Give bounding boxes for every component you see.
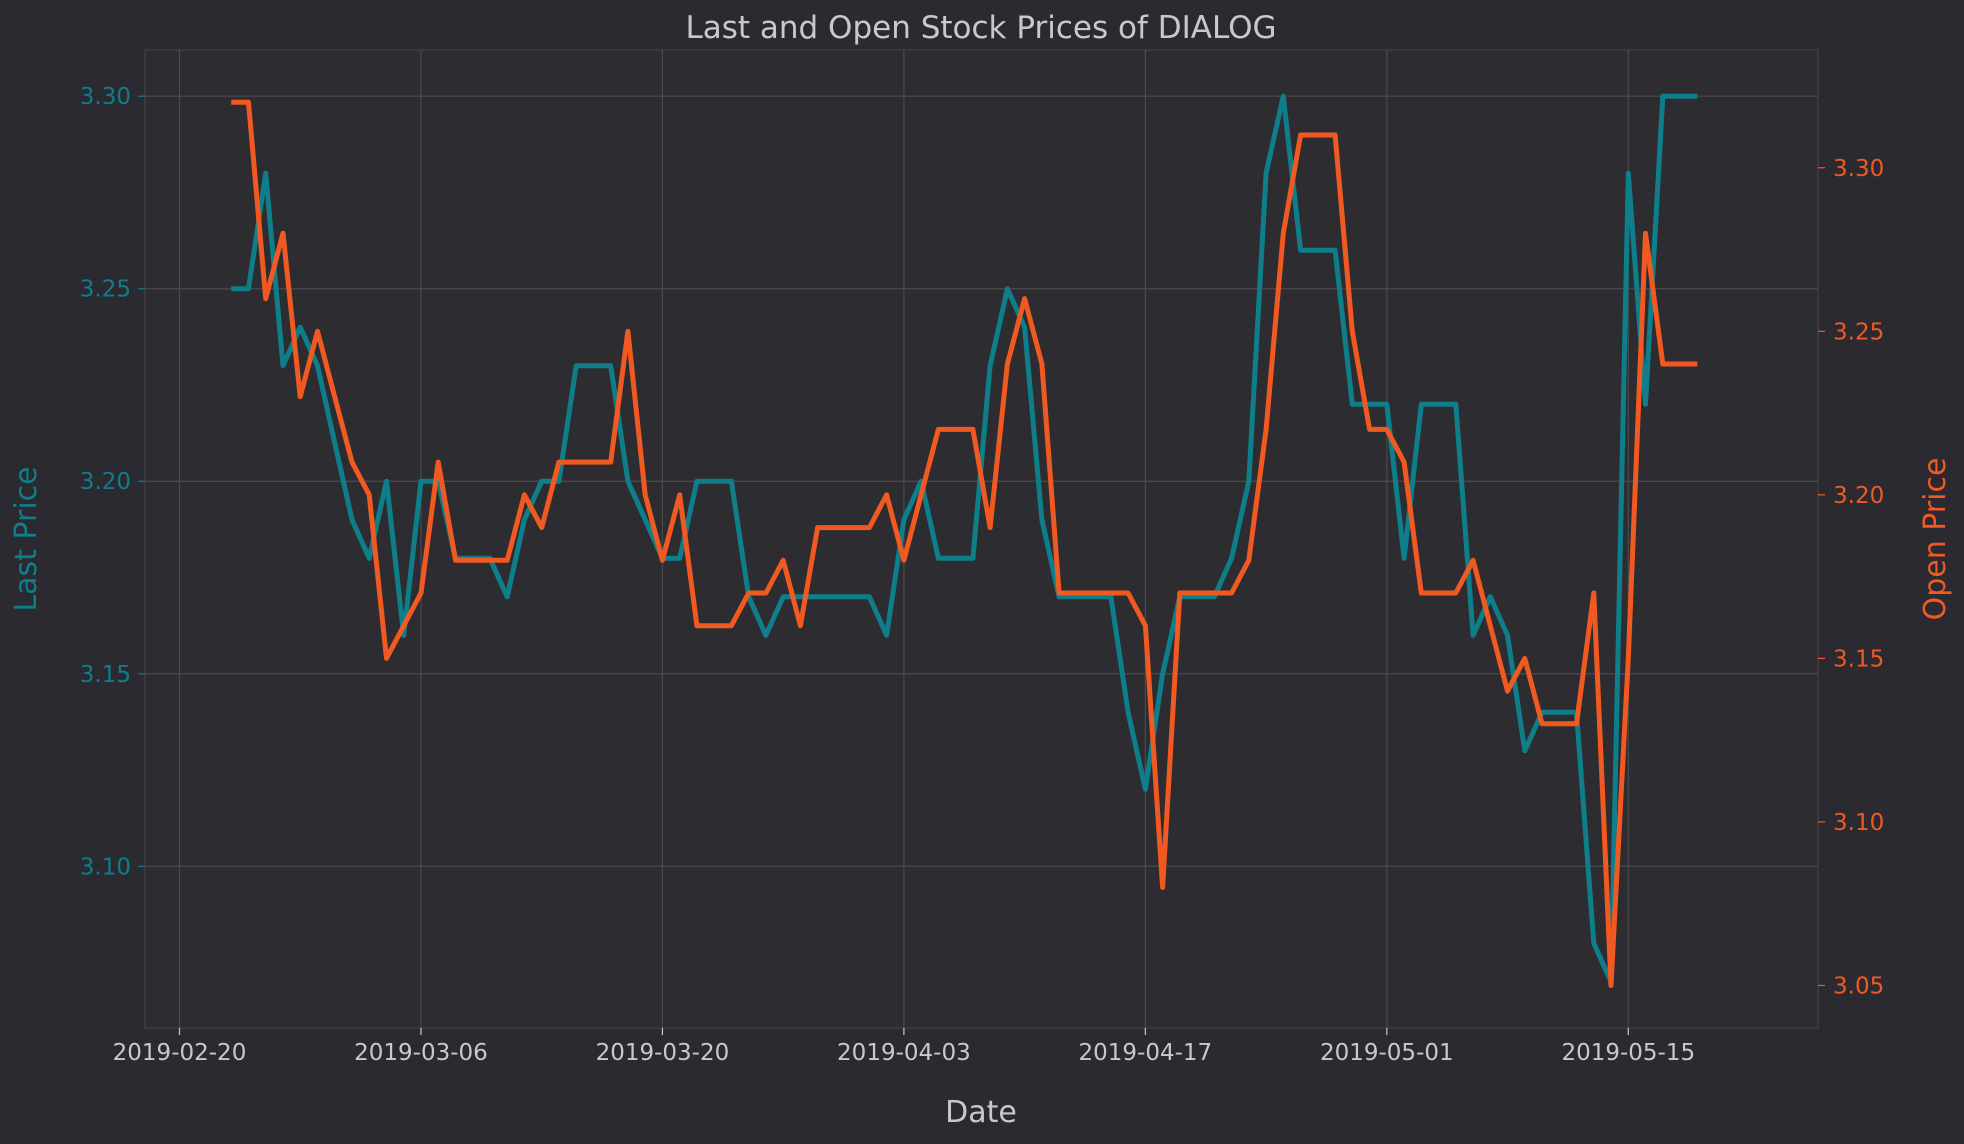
- y-tick-label: 3.30: [80, 84, 131, 110]
- x-tick-label: 2019-04-03: [837, 1040, 971, 1066]
- y-tick-label: 3.10: [80, 854, 131, 880]
- x-tick-label: 2019-03-06: [354, 1040, 488, 1066]
- series-layer: [231, 93, 1698, 988]
- y2-tick-label: 3.05: [1833, 973, 1884, 999]
- plot-area: [144, 49, 1819, 1029]
- left-y-axis-label: Last Price: [9, 466, 44, 611]
- x-tick-label: 2019-02-20: [113, 1040, 247, 1066]
- right-y-axis-label: Open Price: [1918, 458, 1953, 621]
- open-price-line: [231, 99, 1698, 988]
- x-axis-label: Date: [945, 1095, 1017, 1130]
- y2-tick-label: 3.20: [1833, 483, 1884, 509]
- y-tick-label: 3.25: [80, 277, 131, 303]
- x-axis-ticks: 2019-02-20 2019-03-06 2019-03-20 2019-04-03…: [113, 1028, 1695, 1066]
- y2-tick-label: 3.10: [1833, 810, 1884, 836]
- x-tick-label: 2019-05-15: [1561, 1040, 1695, 1066]
- x-tick-label: 2019-03-20: [596, 1040, 730, 1066]
- chart-title: Last and Open Stock Prices of DIALOG: [685, 10, 1276, 46]
- x-tick-label: 2019-05-01: [1320, 1040, 1454, 1066]
- x-tick-label: 2019-04-17: [1079, 1040, 1213, 1066]
- y2-tick-label: 3.30: [1833, 156, 1884, 182]
- y2-tick-label: 3.25: [1833, 319, 1884, 345]
- y-tick-label: 3.20: [80, 469, 131, 495]
- y2-tick-label: 3.15: [1833, 646, 1884, 672]
- left-y-axis-ticks: 3.10 3.15 3.20 3.25 3.30: [80, 84, 145, 880]
- y-tick-label: 3.15: [80, 662, 131, 688]
- right-y-axis-ticks: 3.05 3.10 3.15 3.20 3.25 3.30: [1818, 156, 1884, 999]
